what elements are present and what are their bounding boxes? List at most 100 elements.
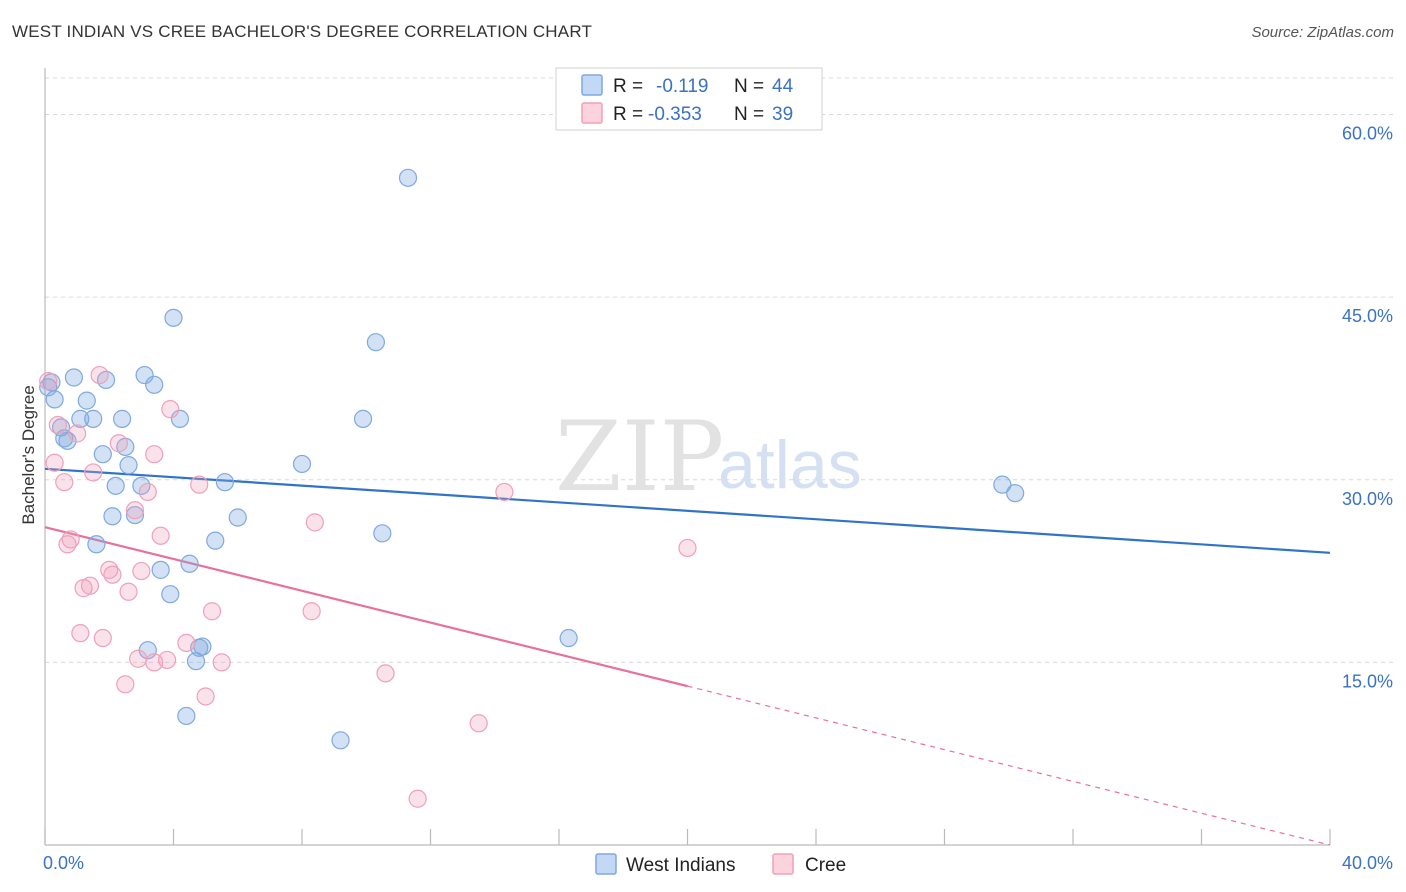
series-swatch-west-indians [595, 853, 617, 875]
cree-point [109, 434, 128, 453]
west-indians-point [353, 409, 373, 428]
legend-n-value-west-indians: 44 [772, 76, 794, 97]
west-indians-point [292, 454, 312, 474]
cree-point [103, 565, 122, 584]
west-indians-point [103, 507, 122, 526]
legend-n-label-1: N = [734, 76, 764, 97]
cree-point [119, 582, 138, 601]
series-label-west-indians: West Indians [626, 855, 735, 876]
y-tick-label: 45.0% [1342, 306, 1393, 326]
x-tick-label: 0.0% [43, 853, 84, 873]
cree-point [302, 602, 321, 621]
legend-r-label-2: R = [613, 104, 643, 125]
legend-n-value-cree: 39 [772, 104, 793, 125]
cree-trend-line [44, 526, 688, 688]
cree-point [93, 628, 112, 648]
cree-point [48, 415, 67, 435]
cree-trend-line-extension [687, 685, 1331, 846]
correlation-legend: R = -0.119 N = 44 R = -0.353 N = 39 [555, 67, 823, 131]
x-tick-label: 40.0% [1342, 853, 1393, 873]
west-indians-point [331, 731, 350, 750]
cree-point [61, 530, 80, 549]
source-credit: Source: ZipAtlas.com [1251, 24, 1394, 41]
west-indians-point [71, 409, 90, 428]
west-indians-point [177, 706, 196, 726]
cree-point [71, 624, 90, 643]
cree-point [129, 649, 148, 668]
cree-point [58, 535, 77, 554]
cree-point [55, 473, 74, 492]
cree-point [84, 463, 103, 482]
y-tick-label: 30.0% [1342, 489, 1393, 509]
cree-point [177, 633, 196, 653]
cree-point [145, 445, 164, 464]
watermark-atlas: atlas [718, 427, 862, 503]
west-indians-point [106, 476, 125, 495]
y-axis-title: Bachelor's Degree [19, 385, 38, 524]
west-indians-point [151, 560, 170, 579]
watermark: ZIP atlas [555, 401, 862, 513]
west-indians-point [112, 409, 132, 428]
legend-swatch-west-indians [581, 74, 603, 96]
data-points [39, 168, 1025, 808]
legend-n-label-2: N = [734, 104, 764, 125]
series-label-cree: Cree [805, 855, 846, 876]
x-tick-labels: 0.0% 40.0% [43, 853, 1393, 873]
cree-point [138, 482, 157, 502]
watermark-zip: ZIP [555, 401, 724, 513]
cree-point [495, 482, 514, 502]
cree-point [305, 513, 324, 532]
axes [44, 68, 1331, 846]
trend-lines [44, 467, 1331, 846]
y-tick-label: 60.0% [1342, 124, 1393, 144]
cree-point [469, 714, 488, 733]
y-tick-labels: 15.0% 30.0% 45.0% 60.0% [1342, 124, 1393, 692]
legend-r-label-1: R = [613, 76, 643, 97]
west-indians-point [373, 524, 392, 543]
legend-swatch-cree [581, 102, 603, 124]
west-indians-point [366, 333, 385, 352]
west-indians-point [993, 475, 1012, 494]
west-indians-point [77, 391, 96, 410]
west-indians-point [119, 456, 138, 475]
cree-point [190, 475, 209, 494]
west-indians-point [1006, 484, 1025, 503]
west-indians-point [559, 628, 578, 648]
cree-point [157, 650, 177, 670]
west-indians-point [398, 168, 418, 187]
cree-point [68, 424, 87, 443]
cree-point [408, 789, 427, 808]
cree-point [100, 560, 119, 579]
west-indians-point [58, 431, 77, 450]
west-indians-point [45, 390, 64, 409]
cree-point [202, 602, 222, 621]
west-indians-point [215, 473, 234, 492]
cree-point [80, 576, 100, 595]
series-swatch-cree [772, 853, 794, 875]
west-indians-point [145, 375, 164, 394]
grid-lines [45, 77, 1395, 663]
west-indians-point [164, 308, 183, 327]
cree-point [132, 561, 151, 581]
west-indians-point [64, 368, 84, 387]
west-indians-point [125, 505, 145, 525]
legend-r-value-cree: -0.353 [648, 104, 702, 125]
cree-point [161, 400, 180, 419]
west-indians-point [228, 508, 247, 527]
cree-point [212, 653, 231, 672]
west-indians-point [193, 637, 212, 656]
west-indians-point [87, 535, 106, 554]
west-indians-point [84, 409, 103, 428]
west-indians-point [180, 554, 199, 573]
cree-point [45, 453, 64, 472]
west-indians-point [206, 531, 225, 550]
legend-r-value-west-indians: -0.119 [656, 76, 708, 97]
cree-point [116, 675, 135, 694]
y-tick-label: 15.0% [1342, 671, 1393, 691]
series-legend: West Indians Cree [595, 853, 846, 876]
cree-point [151, 526, 170, 545]
cree-point [39, 372, 58, 391]
chart-title: WEST INDIAN VS CREE BACHELOR'S DEGREE CO… [12, 22, 593, 41]
cree-point [376, 664, 395, 683]
